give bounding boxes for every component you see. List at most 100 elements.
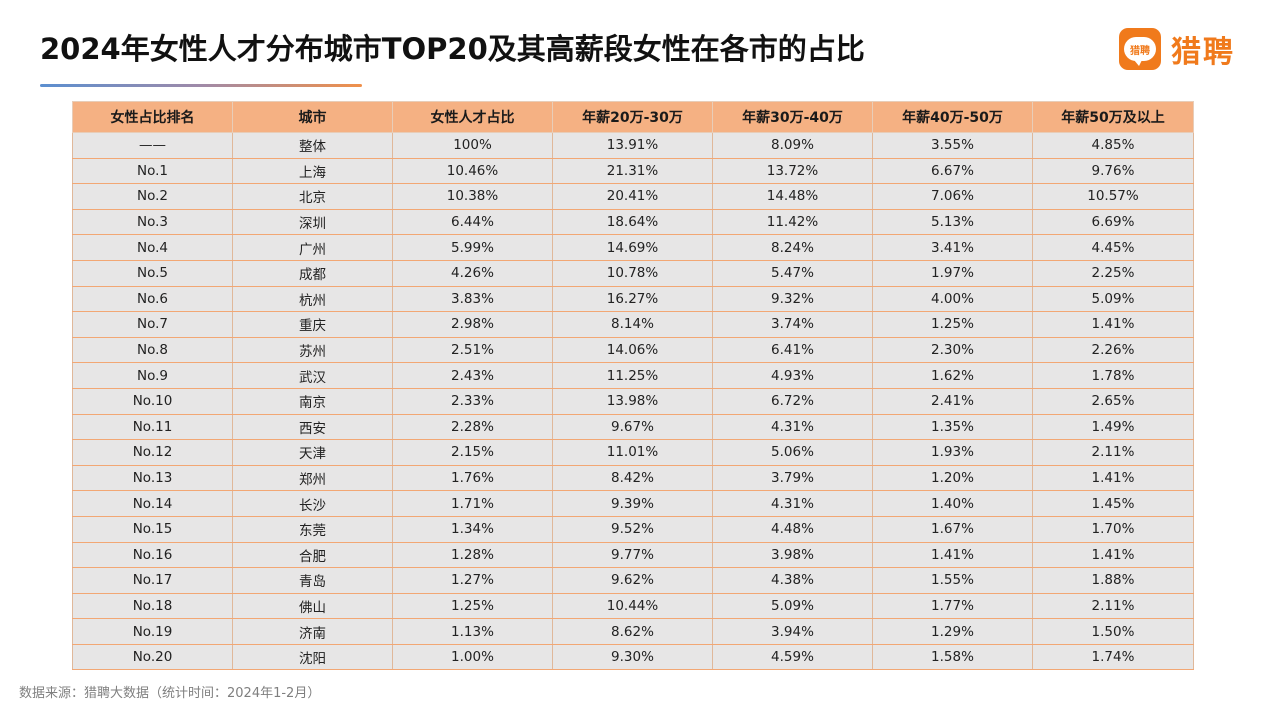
table-row: No.19 济南 1.13% 8.62% 3.94% 1.29% 1.50% — [72, 618, 1194, 645]
cell-city: 沈阳 — [232, 643, 393, 671]
cell-female-share: 2.15% — [392, 439, 553, 466]
cell-salary-20-30w: 14.06% — [552, 336, 713, 364]
cell-salary-20-30w: 9.39% — [552, 490, 713, 517]
cell-city: 重庆 — [232, 311, 393, 338]
cell-rank: No.6 — [72, 285, 233, 313]
cell-female-share: 1.71% — [392, 490, 553, 517]
cell-salary-50w-plus: 1.49% — [1032, 413, 1194, 441]
cell-city: 佛山 — [232, 592, 393, 620]
table-row: No.10 南京 2.33% 13.98% 6.72% 2.41% 2.65% — [72, 387, 1194, 415]
cell-salary-40-50w: 1.93% — [872, 439, 1033, 466]
table-row: No.1 上海 10.46% 21.31% 13.72% 6.67% 9.76% — [72, 157, 1194, 185]
cell-salary-50w-plus: 1.74% — [1032, 643, 1194, 671]
cell-city: 苏州 — [232, 336, 393, 364]
cell-salary-50w-plus: 2.65% — [1032, 387, 1194, 415]
cell-salary-50w-plus: 1.45% — [1032, 490, 1194, 517]
cell-female-share: 1.25% — [392, 592, 553, 620]
cell-salary-40-50w: 1.41% — [872, 541, 1033, 569]
column-header-city: 城市 — [232, 101, 393, 133]
cell-rank: No.9 — [72, 362, 233, 389]
cell-rank: No.5 — [72, 259, 233, 287]
table-row: No.6 杭州 3.83% 16.27% 9.32% 4.00% 5.09% — [72, 285, 1194, 313]
cell-salary-30-40w: 3.98% — [712, 541, 873, 569]
cell-rank: No.2 — [72, 183, 233, 210]
cell-rank: No.4 — [72, 234, 233, 261]
cell-city: 北京 — [232, 183, 393, 210]
cell-female-share: 1.28% — [392, 541, 553, 569]
cell-female-share: 2.51% — [392, 336, 553, 364]
cell-salary-40-50w: 1.77% — [872, 592, 1033, 620]
cell-salary-50w-plus: 2.11% — [1032, 439, 1194, 466]
cell-rank: No.18 — [72, 592, 233, 620]
table-row: No.13 郑州 1.76% 8.42% 3.79% 1.20% 1.41% — [72, 464, 1194, 492]
table-row: No.16 合肥 1.28% 9.77% 3.98% 1.41% 1.41% — [72, 541, 1194, 569]
cell-rank: No.1 — [72, 157, 233, 185]
cell-female-share: 100% — [392, 132, 553, 159]
data-source-note: 数据来源：猎聘大数据（统计时间：2024年1-2月） — [19, 686, 321, 701]
cell-salary-50w-plus: 5.09% — [1032, 285, 1194, 313]
cell-rank: —— — [72, 132, 233, 159]
cell-salary-20-30w: 11.25% — [552, 362, 713, 389]
column-header-female-share: 女性人才占比 — [392, 101, 553, 133]
cell-salary-40-50w: 1.40% — [872, 490, 1033, 517]
cell-salary-50w-plus: 6.69% — [1032, 208, 1194, 236]
cell-salary-30-40w: 5.47% — [712, 259, 873, 287]
cell-salary-30-40w: 3.74% — [712, 311, 873, 338]
cell-female-share: 2.98% — [392, 311, 553, 338]
cell-city: 济南 — [232, 618, 393, 645]
cell-female-share: 2.33% — [392, 387, 553, 415]
cell-salary-50w-plus: 10.57% — [1032, 183, 1194, 210]
cell-rank: No.8 — [72, 336, 233, 364]
cell-salary-20-30w: 16.27% — [552, 285, 713, 313]
cell-salary-30-40w: 14.48% — [712, 183, 873, 210]
cell-salary-40-50w: 3.55% — [872, 132, 1033, 159]
cell-salary-20-30w: 18.64% — [552, 208, 713, 236]
cell-salary-20-30w: 14.69% — [552, 234, 713, 261]
cell-salary-20-30w: 8.42% — [552, 464, 713, 492]
cell-female-share: 6.44% — [392, 208, 553, 236]
table-row: No.17 青岛 1.27% 9.62% 4.38% 1.55% 1.88% — [72, 567, 1194, 594]
cell-salary-40-50w: 2.30% — [872, 336, 1033, 364]
cell-salary-40-50w: 1.25% — [872, 311, 1033, 338]
cell-city: 长沙 — [232, 490, 393, 517]
cell-female-share: 4.26% — [392, 259, 553, 287]
cell-salary-20-30w: 13.98% — [552, 387, 713, 415]
cell-female-share: 1.76% — [392, 464, 553, 492]
cell-salary-20-30w: 10.44% — [552, 592, 713, 620]
cell-salary-40-50w: 1.35% — [872, 413, 1033, 441]
table-body: —— 整体 100% 13.91% 8.09% 3.55% 4.85% No.1 上海 10.46… — [72, 132, 1194, 671]
cell-salary-20-30w: 13.91% — [552, 132, 713, 159]
cell-salary-50w-plus: 1.50% — [1032, 618, 1194, 645]
cell-salary-40-50w: 7.06% — [872, 183, 1033, 210]
cell-salary-30-40w: 8.09% — [712, 132, 873, 159]
cell-salary-50w-plus: 2.25% — [1032, 259, 1194, 287]
cell-salary-50w-plus: 1.41% — [1032, 541, 1194, 569]
cell-rank: No.3 — [72, 208, 233, 236]
cell-salary-30-40w: 4.93% — [712, 362, 873, 389]
cell-city: 成都 — [232, 259, 393, 287]
cell-city: 合肥 — [232, 541, 393, 569]
cell-rank: No.14 — [72, 490, 233, 517]
cell-city: 杭州 — [232, 285, 393, 313]
cell-female-share: 10.38% — [392, 183, 553, 210]
table-row: No.7 重庆 2.98% 8.14% 3.74% 1.25% 1.41% — [72, 311, 1194, 338]
cell-rank: No.7 — [72, 311, 233, 338]
cell-salary-30-40w: 5.06% — [712, 439, 873, 466]
cell-salary-40-50w: 6.67% — [872, 157, 1033, 185]
column-header-salary-20-30w: 年薪20万-30万 — [552, 101, 713, 133]
cell-salary-50w-plus: 1.41% — [1032, 311, 1194, 338]
cell-salary-40-50w: 1.58% — [872, 643, 1033, 671]
cell-salary-30-40w: 8.24% — [712, 234, 873, 261]
cell-salary-20-30w: 9.67% — [552, 413, 713, 441]
cell-salary-30-40w: 6.41% — [712, 336, 873, 364]
table-row: No.2 北京 10.38% 20.41% 14.48% 7.06% 10.57% — [72, 183, 1194, 210]
table-row: No.5 成都 4.26% 10.78% 5.47% 1.97% 2.25% — [72, 259, 1194, 287]
cell-salary-20-30w: 9.77% — [552, 541, 713, 569]
cell-salary-50w-plus: 1.70% — [1032, 515, 1194, 543]
cell-salary-20-30w: 9.62% — [552, 567, 713, 594]
cell-rank: No.10 — [72, 387, 233, 415]
cell-salary-30-40w: 4.59% — [712, 643, 873, 671]
cell-city: 整体 — [232, 132, 393, 159]
cell-city: 郑州 — [232, 464, 393, 492]
table-row: No.15 东莞 1.34% 9.52% 4.48% 1.67% 1.70% — [72, 515, 1194, 543]
